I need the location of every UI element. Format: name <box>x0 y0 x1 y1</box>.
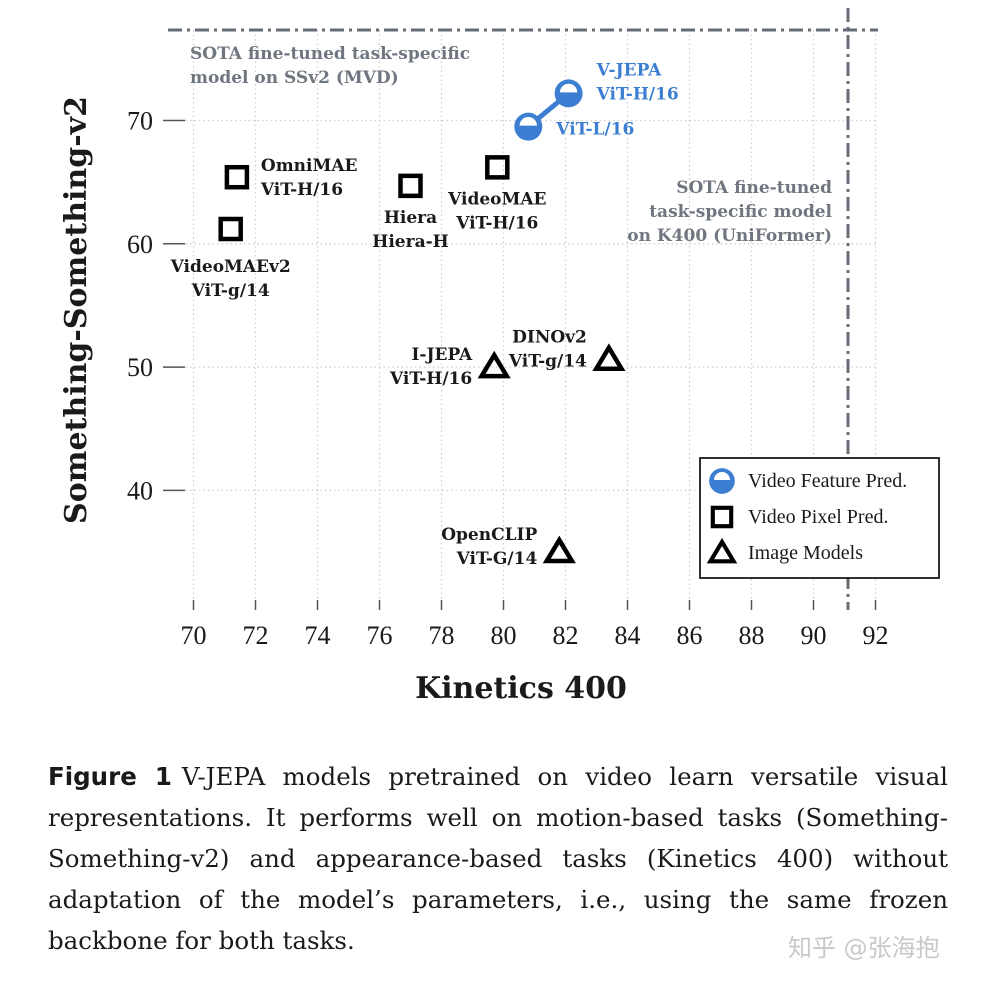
vjepa-vitl-marker-highlight <box>519 117 537 126</box>
videomae-label: ViT-H/16 <box>455 213 538 233</box>
legend: Video Feature Pred. Video Pixel Pred. Imag… <box>699 457 940 579</box>
hiera-marker <box>398 173 423 199</box>
vjepa-vith-marker-highlight <box>559 83 578 93</box>
x-tick-label: 80 <box>491 621 517 650</box>
legend-marker-2 <box>706 537 738 564</box>
y-tick-label: 50 <box>127 353 153 382</box>
ijepa-marker <box>477 350 511 379</box>
axes: 70 72 74 76 78 80 82 84 86 88 90 92 40 50 60 70 <box>127 107 889 651</box>
vjepa-vith-marker <box>554 79 583 108</box>
omnimae-label: ViT-H/16 <box>260 180 343 200</box>
legend-marker-1 <box>710 505 734 529</box>
sota-k400-label: SOTA fine-tuned <box>676 178 832 198</box>
vjepa-vith-label: V-JEPA <box>596 60 663 80</box>
x-tick-label: 70 <box>181 621 207 650</box>
vjepa-vitl-label: ViT-L/16 <box>555 120 634 140</box>
legend-entry-label: Image Models <box>748 542 863 564</box>
ijepa-label: I-JEPA <box>411 345 473 365</box>
y-tick-label: 70 <box>127 107 153 136</box>
omnimae-marker <box>224 164 250 190</box>
y-tick-label: 60 <box>127 230 153 259</box>
legend-marker-0-highlight <box>714 472 730 480</box>
watermark: 知乎 @张海抱 <box>788 934 940 962</box>
vjepa-vitl-marker <box>514 112 543 141</box>
dinov2-marker <box>592 343 626 371</box>
videomae-label: VideoMAE <box>447 189 546 209</box>
y-tick-label: 40 <box>127 476 153 505</box>
ijepa-label: ViT-H/16 <box>389 369 472 389</box>
caption-text: V-JEPA models pretrained on video learn … <box>48 762 949 955</box>
videomaev2-marker <box>218 216 243 242</box>
videomae-marker <box>485 155 510 180</box>
hiera-label: Hiera <box>384 208 437 228</box>
omnimae-label: OmniMAE <box>261 156 358 176</box>
scatter-chart: 70 72 74 76 78 80 82 84 86 88 90 92 40 50 60 70 SOTA fi… <box>59 8 940 706</box>
x-axis-title: Kinetics 400 <box>415 671 627 706</box>
vjepa-vith-label: ViT-H/16 <box>596 84 679 104</box>
x-tick-label: 78 <box>429 621 455 650</box>
legend-entry-label: Video Feature Pred. <box>748 470 907 492</box>
x-tick-label: 92 <box>863 621 889 650</box>
x-tick-label: 86 <box>677 621 703 650</box>
legend-marker-0 <box>709 468 735 494</box>
dinov2-label: DINOv2 <box>512 328 587 348</box>
caption-label: Figure 1 <box>48 762 172 791</box>
x-tick-label: 74 <box>305 621 331 650</box>
x-tick-label: 90 <box>801 621 827 650</box>
videomaev2-label: ViT-g/14 <box>191 281 270 301</box>
legend-box <box>699 457 940 579</box>
videomaev2-label: VideoMAEv2 <box>170 257 291 277</box>
openclip-label: ViT-G/14 <box>456 549 538 569</box>
openclip-label: OpenCLIP <box>441 525 537 545</box>
sota-ssv2-label: model on SSv2 (MVD) <box>190 68 399 88</box>
x-tick-label: 88 <box>739 621 765 650</box>
sota-k400-label: task-specific model <box>649 202 832 222</box>
x-tick-label: 82 <box>553 621 579 650</box>
openclip-marker <box>542 535 576 564</box>
x-tick-label: 76 <box>367 621 393 650</box>
dinov2-label: ViT-g/14 <box>508 352 587 372</box>
x-tick-label: 72 <box>243 621 269 650</box>
data-marks: ViT-L/16 V-JEPA ViT-H/16 OmniMAE ViT-H/16 Vid… <box>170 60 679 569</box>
reference-lines: SOTA fine-tuned task-specific model on SS… <box>168 8 878 610</box>
sota-k400-label: on K400 (UniFormer) <box>627 226 832 246</box>
x-tick-label: 84 <box>615 621 641 650</box>
legend-entry-label: Video Pixel Pred. <box>748 506 888 528</box>
y-axis-title: Something-Something-v2 <box>59 96 94 524</box>
sota-ssv2-label: SOTA fine-tuned task-specific <box>190 44 470 64</box>
hiera-label: Hiera-H <box>372 232 448 252</box>
figure-caption: Figure 1 V-JEPA models pretrained on vide… <box>48 756 948 961</box>
